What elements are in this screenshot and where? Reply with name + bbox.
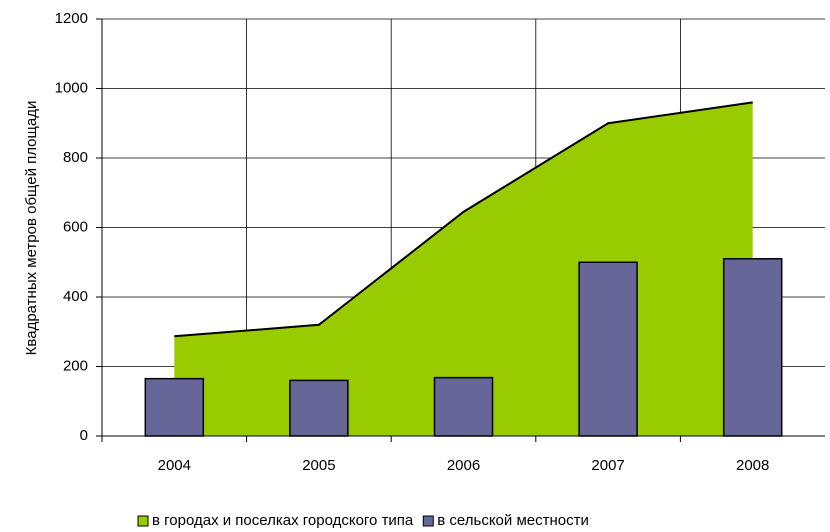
y-tick-label: 1000 — [55, 79, 88, 96]
x-tick-label: 2007 — [591, 457, 624, 474]
y-tick-label: 1200 — [55, 10, 88, 27]
bar — [144, 377, 205, 437]
legend-label: в городах и поселках городского типа — [152, 512, 414, 529]
y-tick-label: 0 — [80, 427, 88, 444]
y-tick-label: 200 — [63, 357, 88, 374]
x-tick-label: 2006 — [447, 457, 480, 474]
bar — [578, 261, 638, 437]
x-tick-label: 2004 — [158, 457, 191, 474]
legend-swatch — [137, 515, 149, 527]
bar — [433, 376, 494, 437]
y-tick-label: 400 — [63, 288, 88, 305]
legend-swatch — [422, 515, 434, 527]
legend-label: в сельской местности — [437, 512, 589, 529]
y-tick-label: 800 — [63, 149, 88, 166]
y-tick-label: 600 — [63, 218, 88, 235]
x-tick-label: 2005 — [302, 457, 335, 474]
y-axis-label: Квадратных метров общей площади — [23, 101, 40, 356]
bar — [722, 258, 783, 437]
area-line — [174, 101, 753, 338]
bar — [289, 379, 349, 437]
x-tick-label: 2008 — [736, 457, 769, 474]
